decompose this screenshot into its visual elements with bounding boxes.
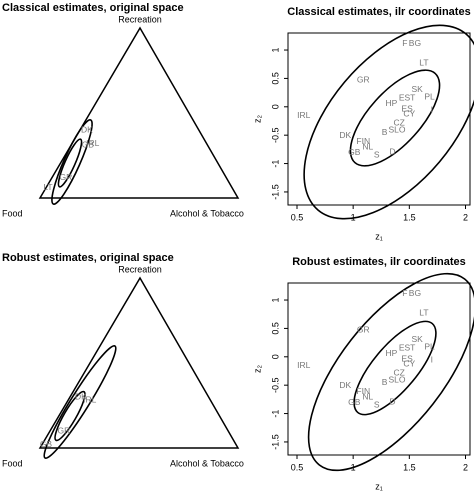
point-label: IRL: [83, 395, 97, 405]
x-tick-label: 2: [463, 212, 468, 222]
point-label: EST: [399, 343, 416, 353]
triangle: [38, 26, 240, 199]
panel-title: Robust estimates, original space: [2, 252, 174, 264]
point-label: DK: [339, 130, 351, 140]
point-label: FIN: [356, 386, 370, 396]
point-label: LT: [419, 307, 428, 317]
point-label: GR: [59, 172, 72, 182]
triangle: [38, 276, 240, 449]
point-label: SLO: [388, 124, 405, 134]
y-tick-label: -1.5: [270, 434, 280, 450]
corner-label: Alcohol & Tobacco: [170, 458, 244, 468]
point-label: IRL: [297, 360, 311, 370]
y-tick-label: -1.5: [270, 184, 280, 200]
y-tick-label: -1: [270, 160, 280, 168]
corner-label: Recreation: [118, 264, 162, 274]
x-axis-label: z₁: [375, 231, 383, 241]
point-label: S: [374, 149, 380, 159]
y-tick-label: 0.5: [270, 322, 280, 335]
point-label: F: [402, 288, 407, 298]
x-tick-label: 1: [351, 212, 356, 222]
point-label: ES: [401, 103, 413, 113]
y-tick-label: 0.5: [270, 72, 280, 85]
x-tick-label: 2: [463, 462, 468, 472]
point-label: NL: [362, 391, 373, 401]
point-label: CY: [403, 108, 415, 118]
point-label: LT: [43, 182, 52, 192]
y-tick-label: -1: [270, 410, 280, 418]
point-label: I: [431, 104, 433, 114]
ellipses: [51, 24, 474, 220]
x-tick-label: 0.5: [291, 462, 304, 472]
corner-label: Recreation: [118, 14, 162, 24]
point-label: CZ: [394, 118, 405, 128]
y-tick-label: 1: [270, 48, 280, 53]
y-tick-label: 0: [270, 104, 280, 109]
point-label: HP: [385, 348, 397, 358]
point-label: GB: [40, 439, 53, 449]
panel: Robust estimates, original space Food Recr…: [2, 252, 244, 468]
point-label: NL: [362, 141, 373, 151]
x-tick-label: 1.5: [403, 462, 416, 472]
point-label: DK: [75, 391, 87, 401]
point-label: GB: [348, 397, 361, 407]
x-axis-label: z₁: [375, 481, 383, 491]
point-label: BG: [409, 38, 421, 48]
point-label: CZ: [394, 368, 405, 378]
panel: Classical estimates, ilr coordinates 0.5 1…: [252, 6, 470, 241]
point-label: DK: [339, 380, 351, 390]
point-label: IRL: [86, 138, 100, 148]
y-tick-label: -0.5: [270, 127, 280, 143]
point-label: GR: [57, 425, 70, 435]
point-label: B: [382, 127, 388, 137]
ellipses: [43, 272, 474, 472]
point-label: GB: [348, 147, 361, 157]
point-label: D: [389, 396, 395, 406]
point-label: I: [431, 354, 433, 364]
point-label: SLO: [388, 374, 405, 384]
y-tick-label: -0.5: [270, 377, 280, 393]
panel-title: Robust estimates, ilr coordinates: [292, 256, 466, 268]
point-label: S: [374, 399, 380, 409]
plot-box: [287, 32, 471, 206]
y-axis-label: z₂: [252, 115, 262, 124]
panel-title: Classical estimates, ilr coordinates: [287, 6, 470, 18]
panel: Classical estimates, original space Food R…: [2, 2, 244, 218]
x-tick-label: 0.5: [291, 212, 304, 222]
point-label: HP: [385, 98, 397, 108]
point-label: SK: [412, 84, 424, 94]
corner-label: Food: [2, 458, 23, 468]
point-label: F: [402, 38, 407, 48]
point-label: FIN: [356, 136, 370, 146]
x-tick-label: 1: [351, 462, 356, 472]
panel: Robust estimates, ilr coordinates 0.5 1 1.5…: [252, 256, 471, 491]
y-tick-label: 0: [270, 354, 280, 359]
point-label: CY: [403, 358, 415, 368]
point-label: B: [382, 377, 388, 387]
y-tick-label: 1: [270, 298, 280, 303]
plot-box: [287, 282, 471, 456]
point-label: GR: [357, 324, 370, 334]
panel-title: Classical estimates, original space: [2, 2, 184, 14]
point-label: GB: [82, 140, 95, 150]
point-label: D: [389, 146, 395, 156]
point-label: LT: [419, 57, 428, 67]
point-label: DK: [81, 124, 93, 134]
x-tick-label: 1.5: [403, 212, 416, 222]
point-label: BG: [409, 288, 421, 298]
point-label: ES: [401, 353, 413, 363]
point-label: GR: [357, 74, 370, 84]
point-label: IRL: [297, 110, 311, 120]
point-label: EST: [399, 93, 416, 103]
point-label: PL: [424, 341, 435, 351]
corner-label: Food: [2, 208, 23, 218]
point-label: SK: [412, 334, 424, 344]
corner-label: Alcohol & Tobacco: [170, 208, 244, 218]
y-axis-label: z₂: [252, 365, 262, 374]
point-label: PL: [424, 91, 435, 101]
